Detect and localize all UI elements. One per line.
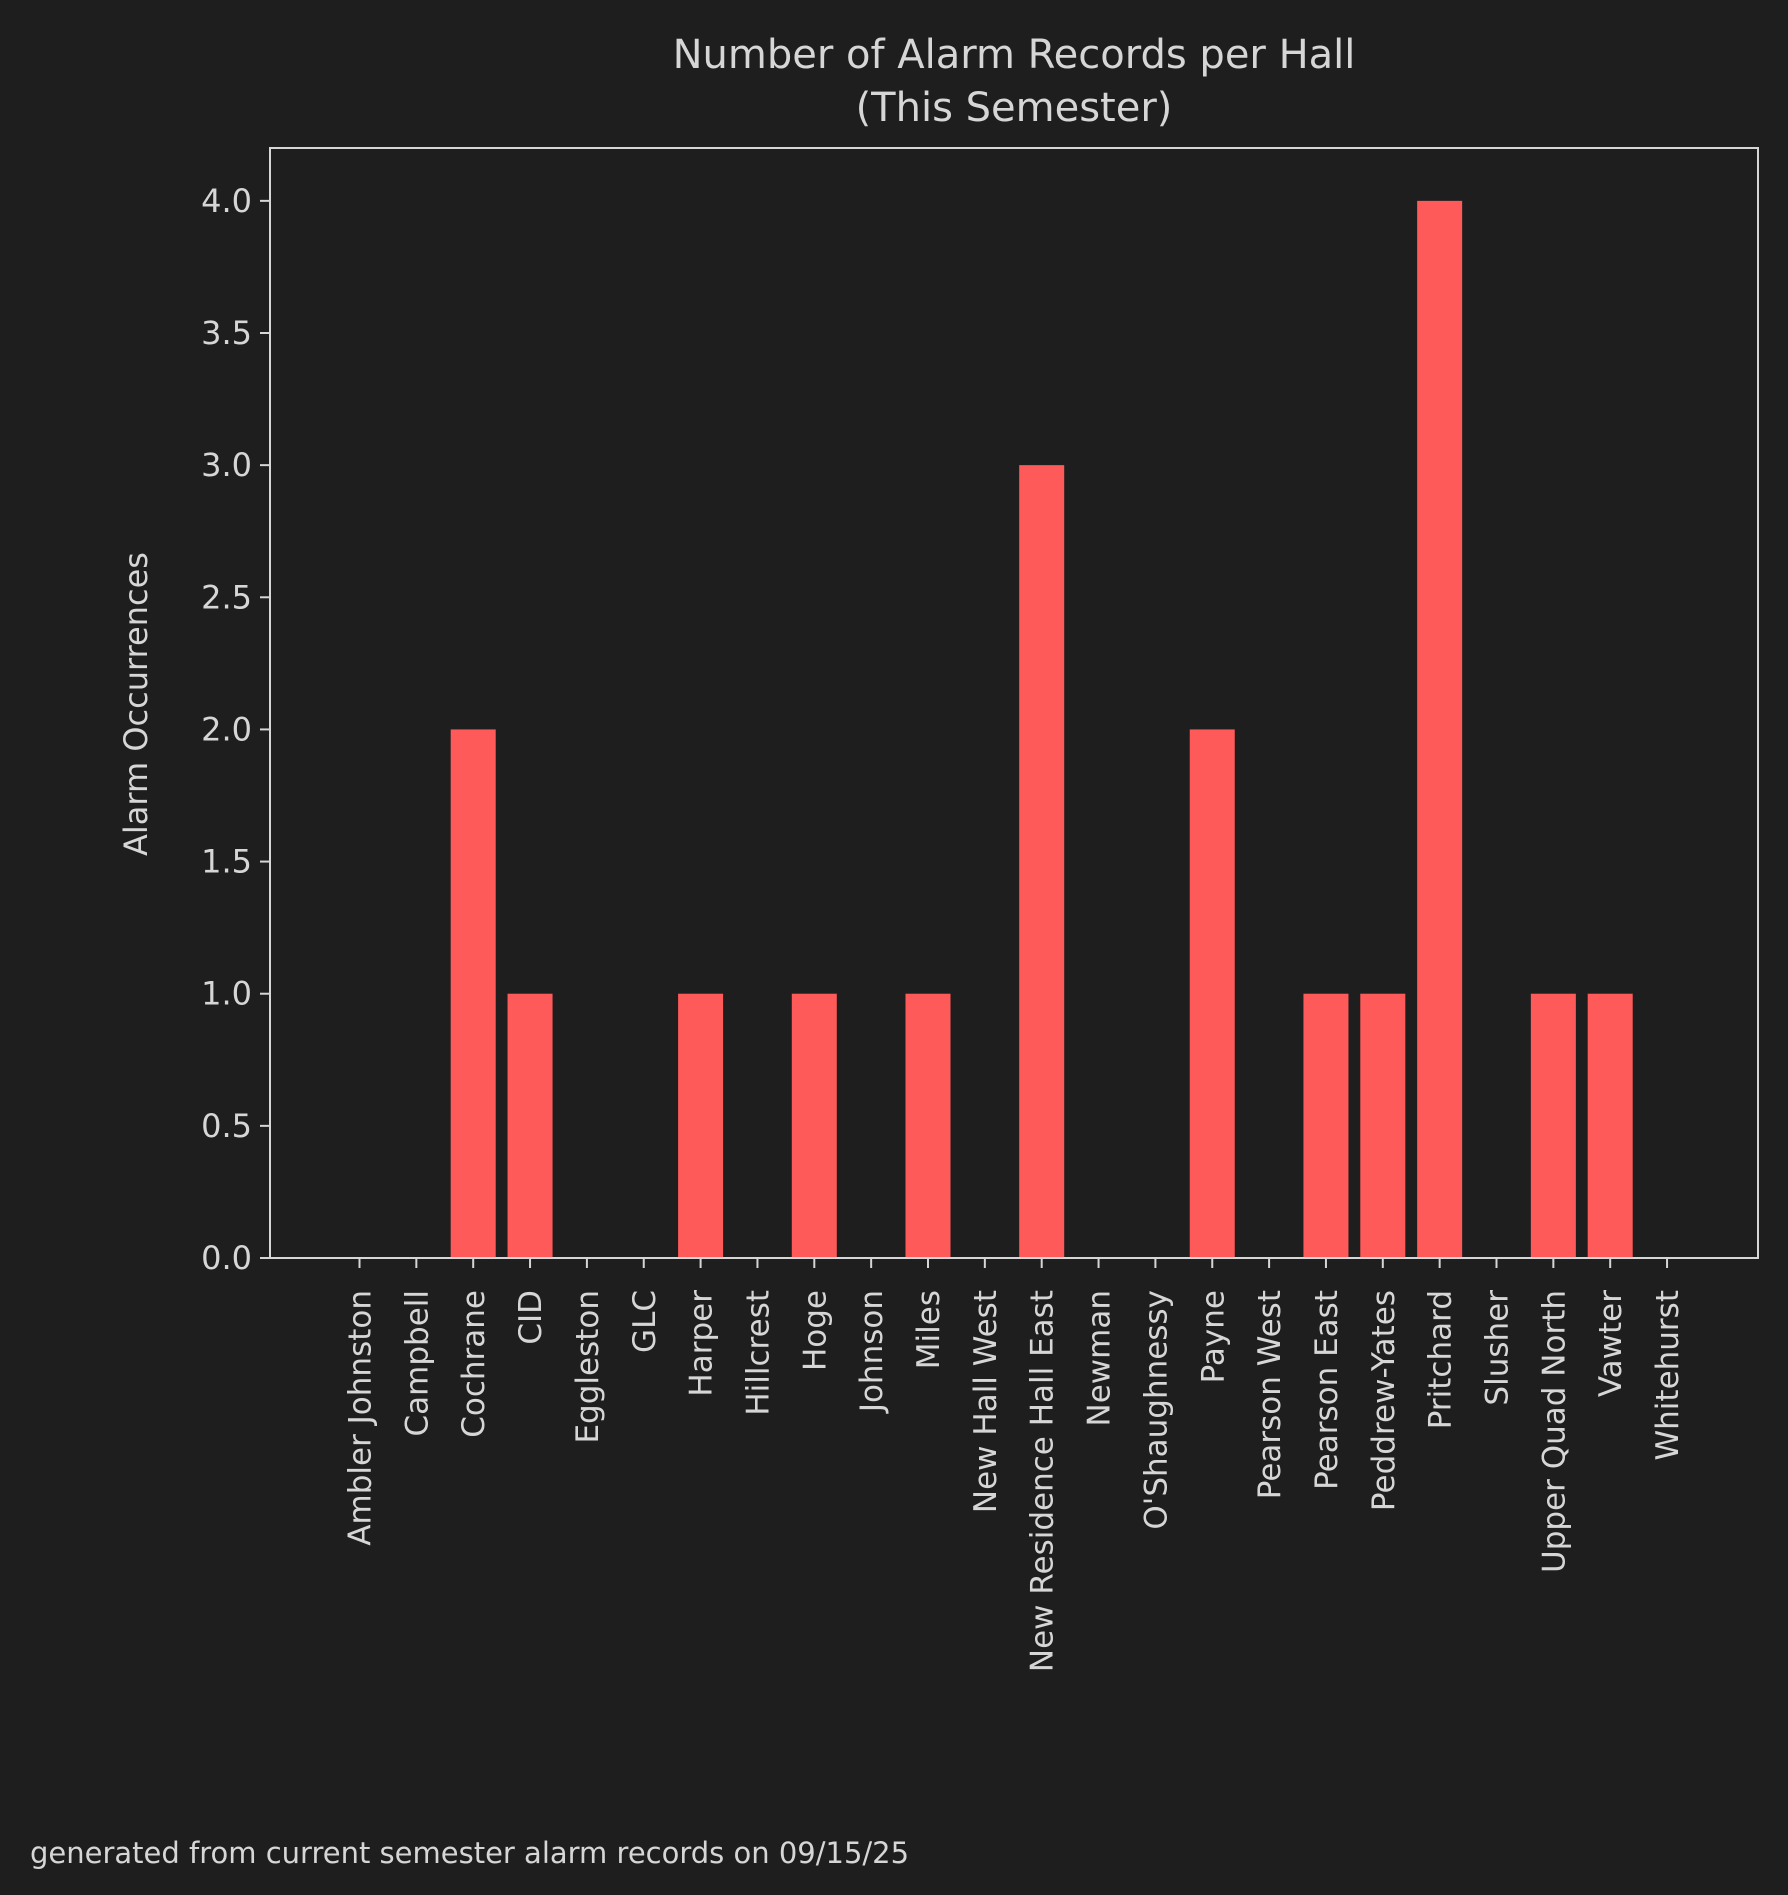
bar: [905, 993, 951, 1258]
footnote: generated from current semester alarm re…: [30, 1836, 909, 1870]
bars-layer: [450, 200, 1633, 1259]
y-ticks-layer: 0.0 0.5 1.0 1.5 2.0 2.5 3.0 3.5 4.0: [201, 182, 270, 1277]
y-tick-label: 1.0: [201, 975, 252, 1013]
x-tick-label: Vawter: [1593, 1290, 1629, 1397]
bar: [1530, 993, 1576, 1258]
chart-title-line2: (This Semester): [856, 85, 1173, 131]
chart-title-line1: Number of Alarm Records per Hall: [673, 32, 1356, 78]
x-ticks-layer: Ambler Johnston Campbell Cochrane CID Eggles…: [343, 1258, 1686, 1672]
y-tick-label: 0.5: [201, 1107, 252, 1145]
x-tick-label: GLC: [627, 1290, 663, 1353]
x-tick-label: Payne: [1195, 1290, 1231, 1383]
x-tick-label: Pearson East: [1309, 1290, 1345, 1490]
x-tick-label: Whitehurst: [1650, 1290, 1686, 1461]
x-tick-label: Upper Quad North: [1536, 1290, 1572, 1573]
y-tick-label: 3.5: [201, 314, 252, 352]
y-axis-label: Alarm Occurrences: [117, 552, 155, 856]
x-tick-label: Pearson West: [1252, 1290, 1288, 1499]
x-tick-label: O'Shaughnessy: [1138, 1290, 1174, 1530]
bar: [678, 993, 724, 1258]
bar: [1360, 993, 1406, 1258]
x-tick-label: Hillcrest: [740, 1290, 776, 1416]
x-tick-label: New Residence Hall East: [1025, 1290, 1061, 1672]
plot-frame: [269, 147, 1759, 1259]
y-tick-label: 0.0: [201, 1239, 252, 1277]
y-tick-label: 3.0: [201, 446, 252, 484]
x-tick-label: CID: [513, 1290, 549, 1345]
x-tick-label: Ambler Johnston: [343, 1290, 379, 1546]
y-tick-label: 4.0: [201, 182, 252, 220]
x-tick-label: Johnson: [854, 1290, 890, 1414]
x-tick-label: Harper: [684, 1290, 720, 1397]
x-tick-label: Eggleston: [570, 1290, 606, 1444]
x-tick-label: Pritchard: [1423, 1290, 1459, 1429]
bar: [791, 993, 837, 1258]
bar: [1189, 729, 1235, 1258]
bar: [1019, 465, 1065, 1258]
x-tick-label: Cochrane: [456, 1290, 492, 1438]
y-tick-label: 1.5: [201, 843, 252, 881]
bar: [450, 729, 496, 1258]
x-tick-label: Slusher: [1480, 1290, 1516, 1406]
bar: [1303, 993, 1349, 1258]
x-tick-label: Newman: [1082, 1290, 1118, 1426]
x-tick-label: Peddrew-Yates: [1366, 1290, 1402, 1511]
x-tick-label: New Hall West: [968, 1290, 1004, 1513]
bar: [1587, 993, 1633, 1258]
x-tick-label: Campbell: [399, 1290, 435, 1437]
y-tick-label: 2.0: [201, 710, 252, 748]
y-tick-label: 2.5: [201, 578, 252, 616]
bar: [1417, 200, 1463, 1259]
x-tick-label: Hoge: [797, 1290, 833, 1371]
bar: [507, 993, 553, 1258]
x-tick-label: Miles: [911, 1290, 947, 1369]
